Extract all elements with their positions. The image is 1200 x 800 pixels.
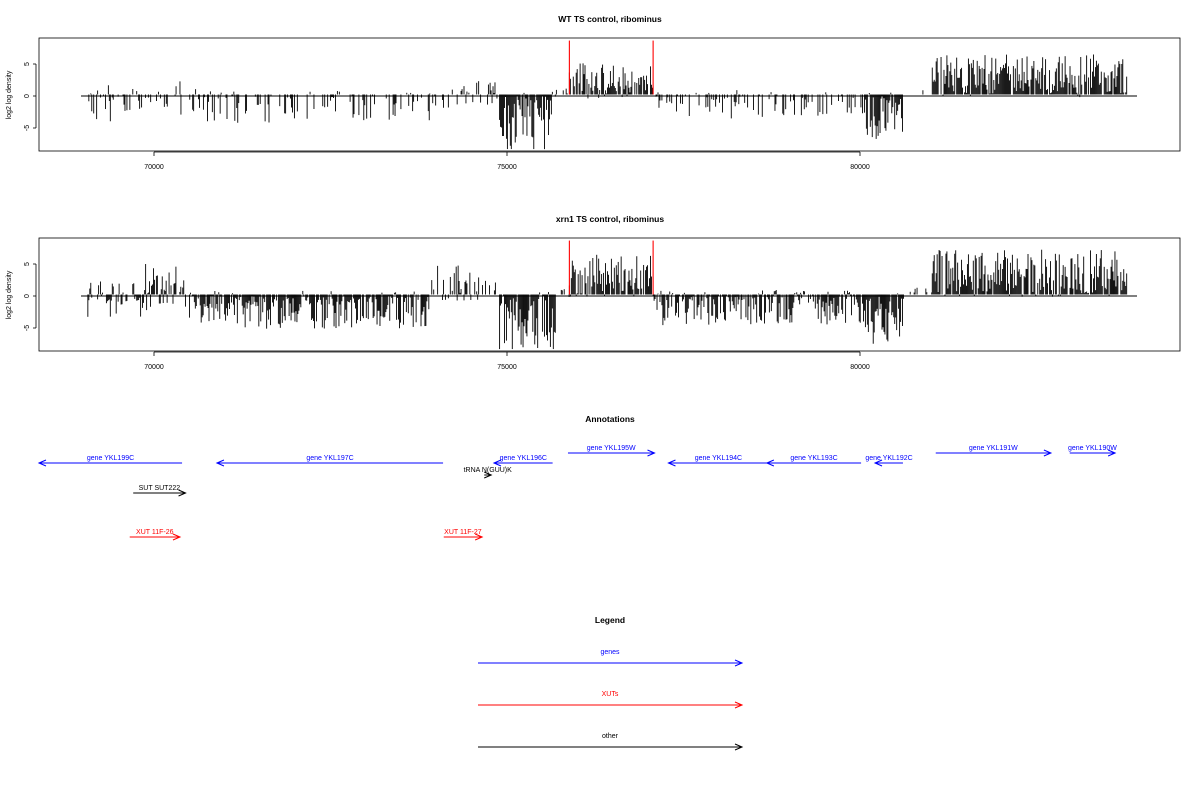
annotation-label: SUT SUT222	[139, 485, 181, 492]
annotation-feature: XUT 11F-26	[129, 529, 182, 541]
wt-y-tick-label: 0	[24, 94, 31, 98]
wt-coverage-panel: WT TS control, ribominus log2 log densit…	[6, 14, 1181, 171]
annotation-arrow-arrowhead	[1107, 449, 1117, 457]
annotation-label: XUT 11F-26	[136, 529, 174, 536]
wt-x-axis: 70000 75000 80000	[144, 151, 870, 171]
xrn1-y-axis-label: log2 log density	[6, 270, 13, 319]
annotation-arrow-arrowhead	[484, 471, 493, 479]
xrn1-y-tick-label: 5	[24, 262, 31, 266]
wt-markers	[568, 40, 654, 95]
annotation-label: tRNA N(GUU)K	[464, 467, 513, 474]
annotation-feature: SUT SUT222	[133, 485, 187, 497]
annotation-arrow-arrowhead	[215, 459, 225, 467]
annotation-feature: gene YKL190W	[1068, 445, 1117, 457]
legend-label: XUTs	[602, 691, 619, 698]
annotation-label: gene YKL191W	[969, 445, 1018, 452]
annotation-feature: gene YKL197C	[215, 455, 444, 467]
annotation-label: gene YKL190W	[1068, 445, 1117, 452]
xrn1-x-tick-label: 75000	[497, 364, 517, 371]
xrn1-coverage-panel: xrn1 TS control, ribominus log2 log dens…	[6, 214, 1181, 371]
annotation-label: gene YKL197C	[306, 455, 353, 462]
annotation-feature: gene YKL194C	[667, 455, 769, 467]
wt-x-tick-label: 70000	[144, 164, 164, 171]
wt-panel-title: WT TS control, ribominus	[558, 14, 662, 24]
annotation-label: gene YKL192C	[865, 455, 912, 462]
annotation-feature: gene YKL193C	[765, 455, 862, 467]
legend: Legend genes XUTs other	[478, 615, 744, 751]
xrn1-x-tick-label: 70000	[144, 364, 164, 371]
annotation-arrow-arrowhead	[474, 533, 484, 541]
annotation-feature: gene YKL191W	[935, 445, 1053, 457]
wt-x-tick-label: 80000	[850, 164, 870, 171]
wt-y-tick-label: -5	[24, 125, 31, 131]
xrn1-y-tick-label: -5	[24, 325, 31, 331]
wt-y-axis-label: log2 log density	[6, 70, 13, 119]
xrn1-x-tick-label: 80000	[850, 364, 870, 371]
annotation-arrow-arrowhead	[647, 449, 656, 457]
legend-title: Legend	[595, 615, 625, 625]
annotation-label: gene YKL196C	[500, 455, 547, 462]
xrn1-markers	[568, 240, 654, 295]
annotation-arrow-arrowhead	[172, 533, 182, 541]
annotation-arrow-arrowhead	[37, 459, 47, 467]
annotation-label: gene YKL194C	[695, 455, 742, 462]
annotation-track: Annotations gene YKL199C gene YKL197C gene…	[37, 414, 1117, 541]
legend-items: genes XUTs other	[478, 649, 744, 751]
annotation-feature: XUT 11F-27	[443, 529, 484, 541]
legend-arrow-arrowhead	[734, 743, 744, 751]
annotation-feature: gene YKL192C	[865, 455, 913, 467]
annotation-features: gene YKL199C gene YKL197C gene YKL196C gene…	[37, 445, 1117, 541]
wt-plot-frame	[38, 37, 1181, 152]
legend-label: other	[602, 733, 619, 740]
annotation-label: XUT 11F-27	[444, 529, 482, 536]
legend-arrow-arrowhead	[734, 701, 744, 709]
annotation-arrow-arrowhead	[765, 459, 775, 467]
wt-x-tick-label: 75000	[497, 164, 517, 171]
wt-y-axis: 5 0 -5	[24, 62, 37, 131]
xrn1-coverage-bars	[87, 249, 1128, 350]
annotation-feature: gene YKL195W	[567, 445, 656, 457]
legend-item: XUTs	[478, 691, 744, 709]
annotation-arrow-arrowhead	[667, 459, 676, 467]
annotation-feature: gene YKL199C	[37, 455, 183, 467]
xrn1-x-axis: 70000 75000 80000	[144, 351, 870, 371]
annotation-label: gene YKL199C	[87, 455, 134, 462]
annotation-feature: tRNA N(GUU)K	[464, 467, 513, 479]
annotation-label: gene YKL195W	[587, 445, 636, 452]
xrn1-y-axis: 5 0 -5	[24, 262, 37, 331]
xrn1-y-tick-label: 0	[24, 294, 31, 298]
annotations-title: Annotations	[585, 414, 635, 424]
legend-arrow-arrowhead	[734, 659, 744, 667]
annotation-feature: gene YKL196C	[492, 455, 553, 467]
annotation-arrow-arrowhead	[1043, 449, 1053, 457]
wt-coverage-bars	[88, 54, 1128, 150]
legend-label: genes	[600, 649, 620, 656]
xrn1-plot-frame	[38, 237, 1181, 352]
legend-item: other	[478, 733, 744, 751]
legend-item: genes	[478, 649, 744, 667]
annotation-arrow-arrowhead	[178, 489, 187, 497]
wt-y-tick-label: 5	[24, 62, 31, 66]
annotation-arrow-arrowhead	[873, 459, 883, 467]
annotation-label: gene YKL193C	[790, 455, 837, 462]
xrn1-panel-title: xrn1 TS control, ribominus	[556, 214, 664, 224]
annotation-arrow-arrowhead	[492, 459, 502, 467]
